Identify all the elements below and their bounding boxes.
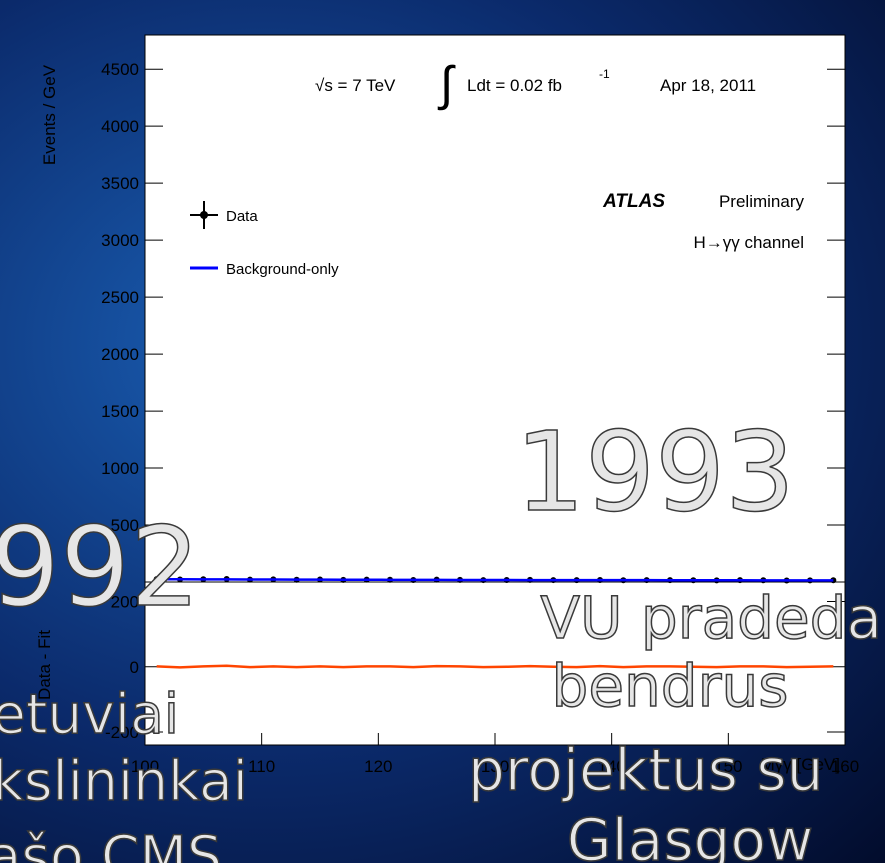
x-tick-label: 160 (831, 757, 859, 776)
overlay-text: VU pradeda (540, 584, 882, 652)
x-tick-label: 120 (364, 757, 392, 776)
overlay-text: etuviai (0, 682, 179, 746)
x-tick-label: 150 (714, 757, 742, 776)
y-axis-label: Data - Fit (35, 630, 54, 700)
legend-marker (200, 211, 208, 219)
y-tick-label: 3500 (101, 174, 139, 193)
legend-label: Background-only (226, 261, 339, 278)
series-line (156, 578, 834, 582)
x-axis-label: Mγγ [GeV] (761, 755, 840, 774)
y-tick-label: 0 (130, 658, 139, 677)
y-tick-label: 1500 (101, 402, 139, 421)
annotation: Apr 18, 2011 (660, 76, 756, 95)
y-tick-label: 2000 (101, 345, 139, 364)
y-tick-label: 500 (111, 516, 139, 535)
annotation: H→γγ channel (693, 233, 804, 252)
plot-frame (144, 34, 846, 746)
legend-label: Data (226, 208, 258, 225)
series-line (156, 664, 834, 669)
overlay-text: rašo CMS (0, 824, 222, 863)
x-tick-label: 140 (597, 757, 625, 776)
y-tick-label: -200 (105, 723, 139, 742)
annotation: Preliminary (719, 192, 805, 211)
y-tick-label: 3000 (101, 231, 139, 250)
overlay-text: 992 (0, 503, 200, 631)
overlay-text: projektus su (468, 736, 823, 804)
y-axis-label: Events / GeV (40, 64, 59, 165)
x-tick-label: 100 (131, 757, 159, 776)
overlay-text: kslininkai (0, 749, 248, 813)
y-tick-label: 2500 (101, 288, 139, 307)
annotation: √s = 7 TeV (315, 76, 396, 95)
annotation: ∫ (437, 58, 456, 111)
annotation: -1 (599, 67, 610, 81)
overlay-text: bendrus (552, 652, 789, 720)
y-tick-label: 1000 (101, 459, 139, 478)
x-tick-label: 110 (248, 757, 275, 776)
overlay-text: 1993 (515, 408, 795, 536)
overlay-text: Glasgow (567, 806, 814, 863)
y-tick-label: 200 (111, 593, 139, 612)
annotation: Ldt = 0.02 fb (467, 76, 562, 95)
overlay: 1993 992 VU pradeda bendrus projektus su… (0, 407, 883, 863)
y-tick-label: 4500 (101, 60, 139, 79)
x-tick-label: 130 (481, 757, 509, 776)
y-tick-label: 4000 (101, 117, 139, 136)
plot-area: 50010001500200025003000350040004500DataB… (101, 60, 859, 776)
annotation: ATLAS (602, 191, 665, 212)
